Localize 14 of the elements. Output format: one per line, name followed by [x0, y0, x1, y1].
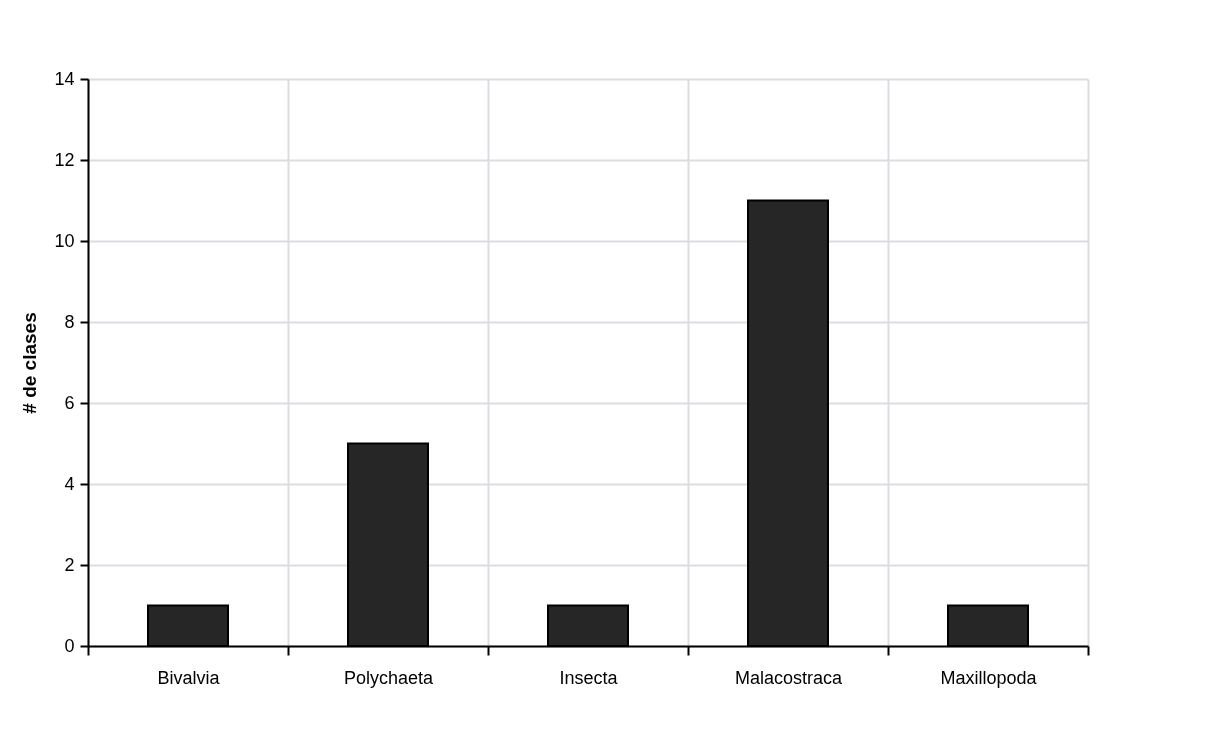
x-tick-label: Maxillopoda — [940, 667, 1038, 688]
x-tick-label: Malacostraca — [734, 667, 844, 688]
y-tick-label: 0 — [64, 635, 75, 656]
y-tick-label: 10 — [54, 230, 75, 251]
y-tick-label: 4 — [64, 473, 75, 494]
x-tick-label: Bivalvia — [157, 667, 221, 688]
y-axis-title: # de clases — [19, 312, 41, 414]
x-tick-label: Polychaeta — [343, 667, 435, 688]
x-tick-label: Insecta — [559, 667, 619, 688]
y-tick-label: 14 — [54, 68, 75, 89]
y-tick-label: 8 — [64, 311, 75, 332]
y-tick-label: 6 — [64, 392, 75, 413]
y-tick-label: 12 — [54, 149, 75, 170]
y-tick-label: 2 — [64, 554, 75, 575]
